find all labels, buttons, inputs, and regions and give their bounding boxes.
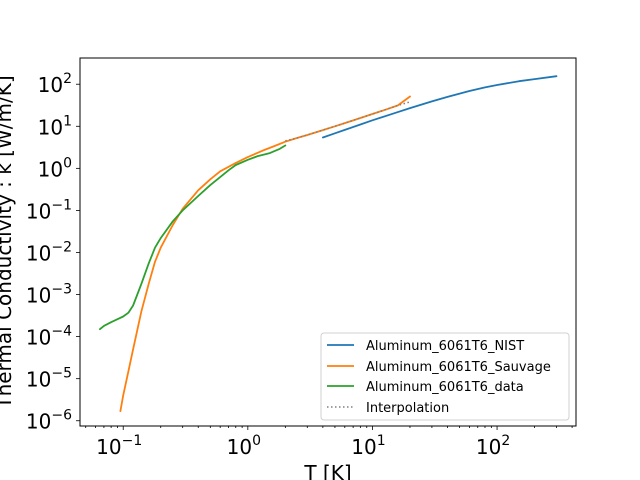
y-tick-label-7: 101	[38, 113, 72, 139]
y-tick-label-2: 10−4	[26, 324, 72, 350]
y-tick-label-6: 100	[38, 155, 72, 181]
x-tick-label-0: 10−1	[96, 433, 142, 459]
x-tick-exponent-1: 0	[252, 433, 261, 449]
y-tick-exponent-3: −3	[51, 282, 72, 298]
y-tick-label-0: 10−6	[26, 408, 72, 434]
series-line-1	[119, 95, 411, 413]
x-tick-label-3: 102	[476, 433, 510, 459]
y-tick-exponent-4: −2	[51, 239, 72, 255]
plot-lines	[99, 75, 558, 413]
legend-box	[320, 332, 570, 421]
y-axis-label: Thermal Conductivity : k [W/m/K]	[0, 75, 16, 409]
y-tick-label-3: 10−3	[26, 282, 72, 308]
x-tick-label-2: 101	[351, 433, 385, 459]
legend-label-interpolation: Interpolation	[366, 401, 449, 416]
y-tick-exponent-7: 1	[63, 113, 72, 129]
x-tick-exponent-0: −1	[122, 433, 143, 449]
legend-label-nist: Aluminum_6061T6_NIST	[366, 339, 524, 354]
y-tick-label-8: 102	[38, 71, 72, 97]
y-tick-exponent-0: −6	[51, 408, 72, 424]
x-tick-exponent-3: 2	[501, 433, 510, 449]
legend-label-data: Aluminum_6061T6_data	[366, 380, 524, 395]
legend-label-sauvage: Aluminum_6061T6_Sauvage	[366, 360, 551, 375]
y-tick-exponent-6: 0	[63, 155, 72, 171]
y-tick-label-5: 10−1	[26, 197, 72, 223]
y-tick-label-4: 10−2	[26, 239, 72, 265]
legend: Aluminum_6061T6_NIST Aluminum_6061T6_Sau…	[320, 332, 570, 421]
y-tick-exponent-8: 2	[63, 71, 72, 87]
x-axis-label: T [K]	[303, 461, 351, 480]
series-line-0	[321, 75, 558, 139]
y-tick-exponent-1: −5	[51, 366, 72, 382]
x-tick-label-1: 100	[227, 433, 261, 459]
y-tick-exponent-5: −1	[51, 197, 72, 213]
x-tick-exponent-2: 1	[377, 433, 386, 449]
series-line-2	[99, 144, 287, 331]
y-tick-label-1: 10−5	[26, 366, 72, 392]
y-tick-exponent-2: −4	[51, 324, 72, 340]
plot-frame	[79, 57, 577, 427]
